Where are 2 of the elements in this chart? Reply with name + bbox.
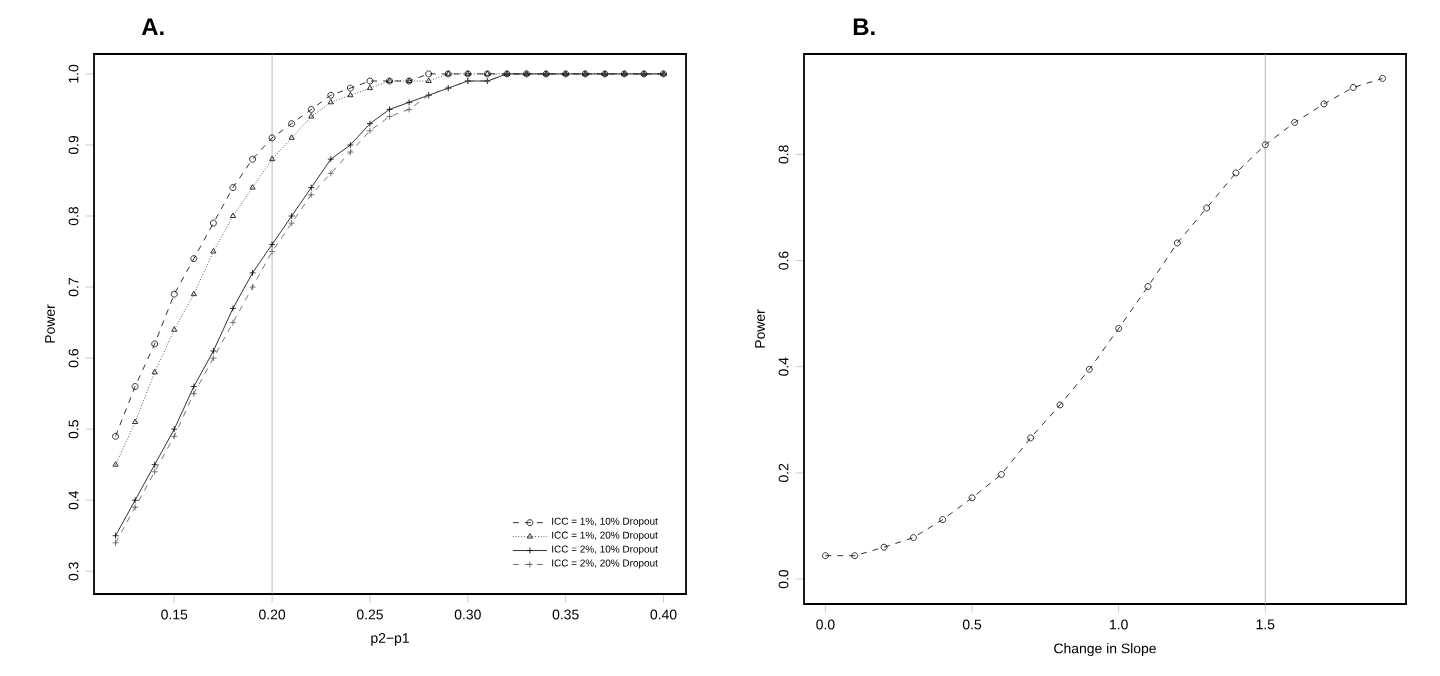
chart-title: B. <box>853 18 875 36</box>
chart-title: A. <box>141 18 164 36</box>
